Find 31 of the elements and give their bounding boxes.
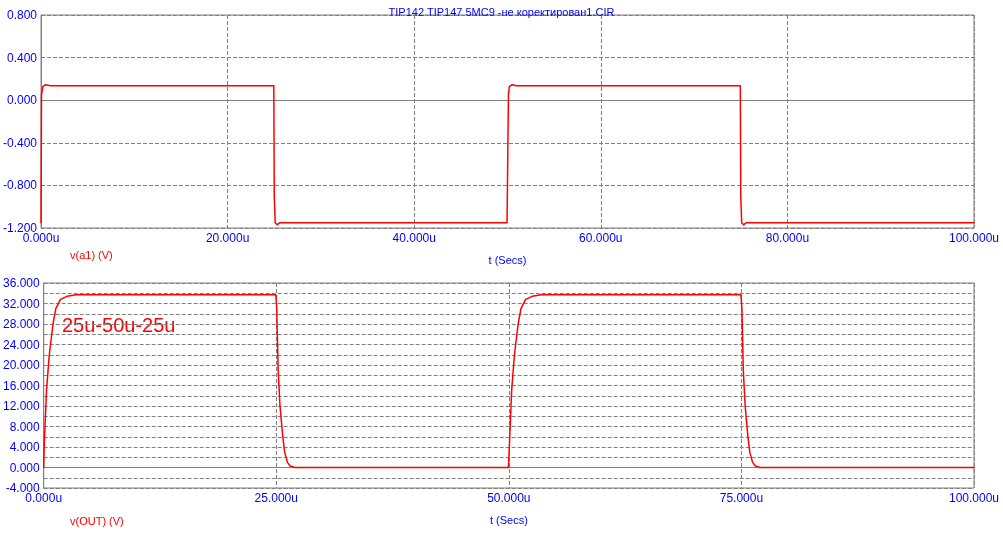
y-tick-label: 28.000 xyxy=(3,317,41,331)
text: v(a1) (V) xyxy=(70,248,113,261)
y-tick-label: 8.000 xyxy=(9,419,41,434)
x-axis-title: t (Secs) xyxy=(488,253,527,266)
x-tick-label: 25.000u xyxy=(254,491,298,505)
x-tick-label: 75.000u xyxy=(719,491,764,505)
y-tick-label: 16.000 xyxy=(3,378,41,393)
y-tick-label: -0.800 xyxy=(2,178,38,193)
y-tick-label: 0.400 xyxy=(6,50,38,65)
line-series xyxy=(42,294,975,469)
x-tick-label: 40.000u xyxy=(392,231,436,245)
x-tick-label: 50.000u xyxy=(487,491,531,505)
x-tick-label: 80.000u xyxy=(765,231,810,245)
y-tick-label: 32.000 xyxy=(3,296,41,311)
y-tick-label: 12.000 xyxy=(3,399,41,413)
y-tick-label: 4.000 xyxy=(9,440,41,454)
y-tick-label: 20.000 xyxy=(3,358,41,372)
x-tick-label: 60.000u xyxy=(579,231,623,245)
y-tick-label: 0.000 xyxy=(9,460,41,475)
y-tick-label: 36.000 xyxy=(3,276,41,290)
y-tick-label: -0.400 xyxy=(2,135,38,150)
x-tick-label: 100.000u xyxy=(948,231,1000,245)
x-axis-title: t (Secs) xyxy=(489,513,528,526)
x-tick-label: 20.000u xyxy=(205,231,250,245)
chart-title: TIP142 TIP147 5MC9 -не коректирован1.CIR xyxy=(388,5,615,18)
annotation: 25u-50u-25u xyxy=(62,314,176,336)
y-tick-label: 0.800 xyxy=(6,8,38,22)
y-tick-label: 0.000 xyxy=(6,93,38,108)
y-tick-label: 24.000 xyxy=(3,337,41,352)
text: v(OUT) (V) xyxy=(70,514,124,527)
x-tick-label: 100.000u xyxy=(948,491,1000,505)
